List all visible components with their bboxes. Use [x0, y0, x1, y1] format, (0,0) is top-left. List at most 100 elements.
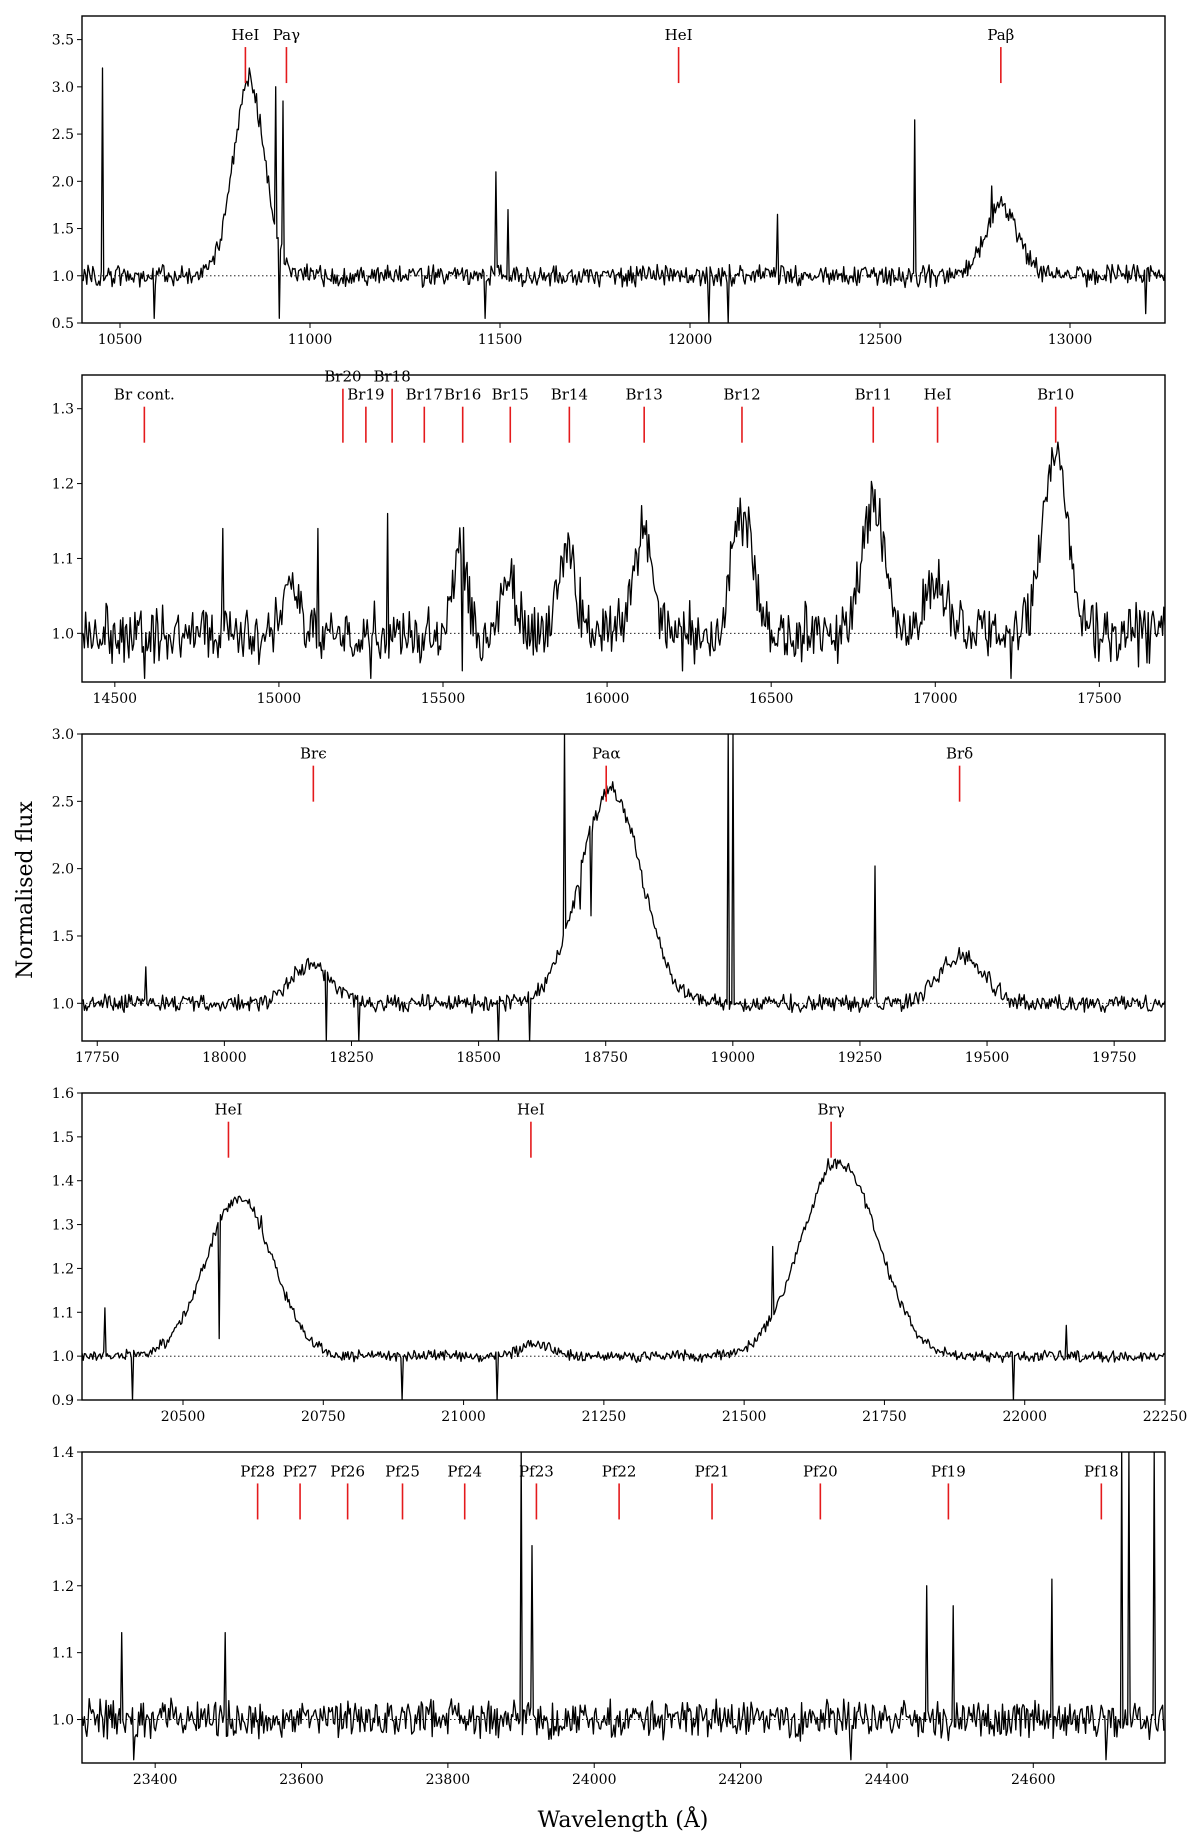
- y-tick-label: 1.3: [52, 1218, 74, 1234]
- line-label: Pf25: [385, 1462, 420, 1480]
- x-tick-label: 13000: [1048, 332, 1093, 348]
- y-tick-label: 1.4: [52, 1445, 74, 1461]
- x-tick-label: 21750: [862, 1409, 907, 1425]
- line-label: HeI: [215, 1101, 243, 1119]
- x-tick-label: 20750: [301, 1409, 346, 1425]
- panel-frame: [81, 1092, 1166, 1401]
- x-tick-label: 18750: [583, 1050, 628, 1066]
- x-tick-label: 11000: [288, 332, 333, 348]
- x-tick-label: 19250: [838, 1050, 883, 1066]
- spectrum-line: [82, 1158, 1165, 1400]
- y-tick-label: 1.2: [52, 1579, 74, 1595]
- x-tick-label: 24600: [1011, 1772, 1056, 1788]
- y-tick-label: 1.1: [52, 1646, 74, 1662]
- x-tick-label: 15000: [257, 691, 302, 707]
- line-label: Pf23: [519, 1462, 554, 1480]
- x-tick-label: 12500: [858, 332, 903, 348]
- x-tick-label: 16000: [585, 691, 630, 707]
- y-tick-label: 1.3: [52, 1512, 74, 1528]
- line-label: Br16: [444, 386, 481, 404]
- y-tick-label: 1.0: [52, 996, 74, 1012]
- line-label: HeI: [665, 26, 693, 44]
- x-tick-label: 12000: [668, 332, 713, 348]
- line-label: Br cont.: [114, 386, 175, 404]
- line-label: Br12: [723, 386, 760, 404]
- x-tick-label: 20500: [161, 1409, 206, 1425]
- panel-4: 20500 20750 21000 21250 21500 21750 22000 22250…: [52, 1086, 1188, 1425]
- x-tick-label: 24400: [865, 1772, 910, 1788]
- x-tick-label: 11500: [478, 332, 523, 348]
- spectrum-line: [82, 1452, 1165, 1761]
- x-tick-label: 23600: [279, 1772, 324, 1788]
- x-tick-label: 21500: [722, 1409, 767, 1425]
- y-tick-label: 1.5: [52, 222, 74, 238]
- x-tick-label: 18250: [329, 1050, 374, 1066]
- line-label: Pf21: [695, 1462, 730, 1480]
- y-tick-label: 2.5: [52, 794, 74, 810]
- line-label: Pf27: [283, 1462, 318, 1480]
- y-tick-label: 1.1: [52, 1305, 74, 1321]
- x-tick-label: 14500: [93, 691, 138, 707]
- y-tick-label: 1.2: [52, 1261, 74, 1277]
- y-tick-label: 1.5: [52, 929, 74, 945]
- panel-frame: [81, 374, 1166, 683]
- line-label: Pf19: [931, 1462, 966, 1480]
- x-tick-label: 16500: [749, 691, 794, 707]
- line-label: Pf22: [602, 1462, 637, 1480]
- line-label: Pf20: [803, 1462, 838, 1480]
- y-tick-label: 1.0: [52, 1349, 74, 1365]
- y-tick-label: 3.0: [52, 727, 74, 743]
- panel-frame: [81, 733, 1166, 1042]
- line-label: Br11: [855, 386, 892, 404]
- x-tick-label: 17500: [1077, 691, 1122, 707]
- x-tick-label: 21250: [582, 1409, 627, 1425]
- y-tick-label: 2.5: [52, 127, 74, 143]
- x-axis-title: Wavelength (Å): [538, 1805, 709, 1833]
- spectrum-line: [82, 441, 1165, 679]
- y-tick-label: 2.0: [52, 174, 74, 190]
- panel-2: 14500 15000 15500 16000 16500 17000 17500 1.0 1.…: [52, 368, 1166, 707]
- line-label: Brγ: [818, 1101, 845, 1119]
- y-tick-label: 3.0: [52, 80, 74, 96]
- line-label: Pf24: [447, 1462, 482, 1480]
- panel-frame: [81, 1451, 1166, 1764]
- line-label: Br19: [347, 386, 384, 404]
- line-label: Br14: [551, 386, 588, 404]
- panel-5: 23400 23600 23800 24000 24200 24400 24600 1.0 1.…: [52, 1445, 1166, 1788]
- line-label: Br13: [626, 386, 663, 404]
- line-label: Pf18: [1084, 1462, 1119, 1480]
- line-label: HeI: [517, 1101, 545, 1119]
- line-label: Paα: [592, 745, 621, 763]
- y-tick-label: 1.4: [52, 1174, 74, 1190]
- x-tick-label: 18000: [202, 1050, 247, 1066]
- panel-frame: [81, 15, 1166, 324]
- line-label: Paγ: [273, 26, 300, 44]
- y-tick-label: 1.0: [52, 626, 74, 642]
- y-tick-label: 3.5: [52, 33, 74, 49]
- x-tick-label: 19500: [965, 1050, 1010, 1066]
- line-label: HeI: [231, 26, 259, 44]
- x-tick-label: 10500: [98, 332, 143, 348]
- y-tick-label: 0.5: [52, 316, 74, 332]
- x-tick-label: 22250: [1143, 1409, 1188, 1425]
- y-tick-label: 1.6: [52, 1086, 74, 1102]
- y-tick-label: 0.9: [52, 1393, 74, 1409]
- x-tick-label: 19750: [1092, 1050, 1137, 1066]
- line-label: Br15: [492, 386, 529, 404]
- x-tick-label: 23800: [426, 1772, 471, 1788]
- spectrum-panels: 10500 11000 11500 12000 12500 13000 0.5 1.0 1.5 2…: [52, 15, 1188, 1788]
- y-tick-label: 1.5: [52, 1130, 74, 1146]
- x-tick-label: 18500: [456, 1050, 501, 1066]
- line-label: Br10: [1037, 386, 1074, 404]
- line-label: Paβ: [987, 26, 1014, 44]
- y-tick-label: 2.0: [52, 862, 74, 878]
- line-label: HeI: [924, 386, 952, 404]
- y-tick-label: 1.0: [52, 1713, 74, 1729]
- x-tick-label: 23400: [133, 1772, 178, 1788]
- spectrum-line: [82, 734, 1165, 1041]
- spectrum-line: [82, 67, 1165, 323]
- line-label: Br20: [324, 368, 361, 386]
- x-tick-label: 24200: [718, 1772, 763, 1788]
- line-label: Brϵ: [300, 745, 327, 763]
